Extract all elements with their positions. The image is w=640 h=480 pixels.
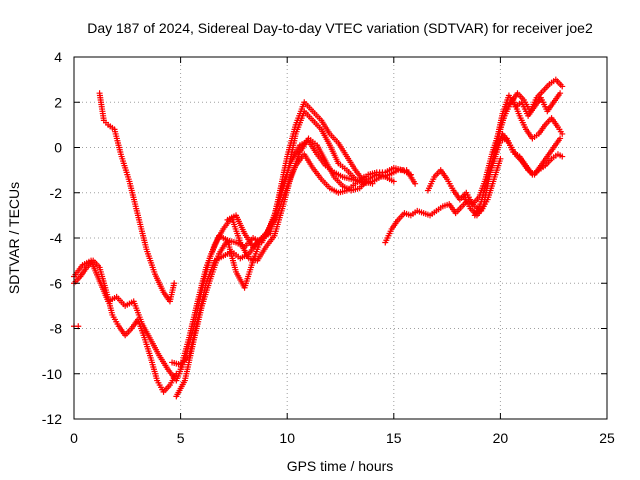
data-point [360,173,367,180]
data-point [390,178,397,185]
data-point [557,135,564,142]
data-point [559,130,566,137]
x-tick-label: 25 [599,430,615,446]
data-point [559,153,566,160]
y-tick-label: -12 [42,411,62,427]
data-point [171,280,178,287]
y-tick-label: -6 [50,275,63,291]
chart-title: Day 187 of 2024, Sidereal Day-to-day VTE… [87,20,593,36]
y-axis-label: SDTVAR / TECUs [6,182,22,294]
data-point [497,155,504,162]
axis-ticks: 0 5 10 15 20 25 -12 -10 -8 -6 -4 -2 0 2 4 [42,49,615,446]
series-track-j [424,76,566,208]
data-point [557,90,564,97]
series-track-n [484,96,566,185]
data-point [559,83,566,90]
y-tick-label: -8 [50,321,63,337]
x-axis-label: GPS time / hours [287,458,394,474]
series-track-a [96,90,178,305]
x-tick-label: 5 [177,430,185,446]
y-tick-label: -4 [50,230,63,246]
series-track-c [71,257,186,384]
y-tick-label: 0 [54,140,62,156]
y-tick-label: -10 [42,366,62,382]
data-point [369,180,376,187]
y-tick-label: 2 [54,94,62,110]
series-track-b [71,257,180,395]
x-tick-label: 20 [493,430,509,446]
y-tick-label: -2 [50,185,63,201]
x-tick-label: 15 [386,430,402,446]
x-tick-label: 0 [70,430,78,446]
y-tick-label: 4 [54,49,62,65]
data-point [412,180,419,187]
series-track-h [224,151,367,251]
grid-layer [74,57,607,419]
x-tick-label: 10 [279,430,295,446]
data-marks [71,76,566,400]
